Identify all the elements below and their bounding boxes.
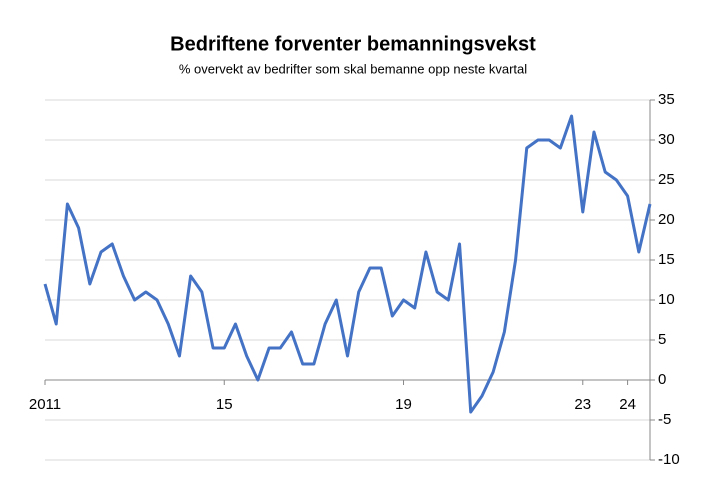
x-tick-label: 2011	[29, 396, 61, 413]
line-series	[43, 114, 652, 414]
y-tick-label: 0	[658, 371, 666, 388]
y-tick-label: 5	[658, 331, 666, 348]
y-tick-label: 20	[658, 211, 675, 228]
y-tick-label: -10	[658, 451, 680, 468]
chart-title: Bedriftene forventer bemanningsvekst	[170, 33, 536, 55]
y-tick-label: 15	[658, 251, 675, 268]
x-tick-label: 15	[216, 396, 233, 413]
y-tick-label: 10	[658, 291, 675, 308]
x-tick-label: 23	[574, 396, 591, 413]
x-tick-label: 19	[395, 396, 412, 413]
y-tick-label: 35	[658, 91, 675, 108]
y-tick-label: -5	[658, 411, 671, 428]
x-tick-label: 24	[619, 396, 636, 413]
y-tick-label: 30	[658, 131, 675, 148]
y-tick-label: 25	[658, 171, 675, 188]
chart-subtitle: % overvekt av bedrifter som skal bemanne…	[179, 61, 527, 76]
